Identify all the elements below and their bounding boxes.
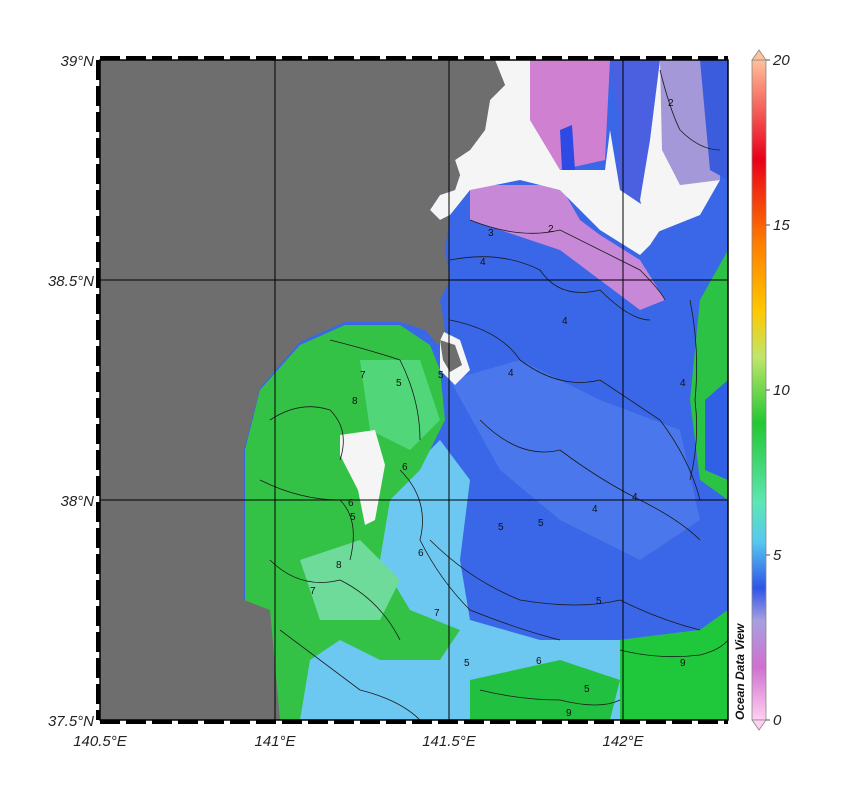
contour-label: 4 bbox=[592, 504, 598, 515]
land-cape-tip bbox=[440, 340, 462, 372]
contour-label: 4 bbox=[480, 257, 486, 268]
lon-labels: 140.5°E 141°E 141.5°E 142°E bbox=[73, 733, 644, 750]
colorbar-bottom-arrow bbox=[751, 719, 767, 731]
lon-label: 142°E bbox=[602, 733, 644, 750]
missing-data-bay bbox=[340, 430, 385, 525]
lat-label: 39°N bbox=[60, 53, 94, 70]
contour-label: 7 bbox=[434, 608, 440, 619]
colorbar-tick-label: 0 bbox=[773, 712, 782, 729]
lat-label: 38.5°N bbox=[48, 273, 94, 290]
lon-label: 140.5°E bbox=[73, 733, 128, 750]
lon-label: 141°E bbox=[254, 733, 296, 750]
lat-label: 37.5°N bbox=[48, 713, 94, 730]
land-mass bbox=[100, 60, 505, 720]
contour-label: 6 bbox=[348, 498, 354, 509]
contour-label: 4 bbox=[680, 378, 686, 389]
contour-label: 5 bbox=[596, 596, 602, 607]
south-green bbox=[470, 660, 620, 720]
colorbar: 20 15 10 5 0 bbox=[751, 49, 790, 731]
lat-labels: 39°N 38.5°N 38°N 37.5°N bbox=[48, 53, 94, 730]
colorbar-tick-label: 10 bbox=[773, 382, 790, 399]
lat-label: 38°N bbox=[60, 493, 94, 510]
contour-label: 6 bbox=[536, 656, 542, 667]
colorbar-tick-label: 15 bbox=[773, 217, 790, 234]
missing-data-north bbox=[430, 60, 660, 255]
contour-label: 9 bbox=[566, 708, 572, 719]
east-blue-pocket bbox=[705, 380, 728, 480]
colorbar-tick-label: 20 bbox=[772, 52, 790, 69]
grid-lines bbox=[100, 60, 728, 720]
contour-labels: 2 2 3 4 4 4 5 5 6 6 7 7 8 5 6 5 4 4 4 5 … bbox=[310, 98, 686, 719]
contour-label: 4 bbox=[632, 492, 638, 503]
land-coast-south bbox=[244, 600, 280, 720]
coastal-green-light bbox=[360, 360, 440, 450]
contour-label: 5 bbox=[498, 522, 504, 533]
contour-label: 6 bbox=[418, 548, 424, 559]
contour-label: 6 bbox=[402, 462, 408, 473]
blue-spot bbox=[560, 125, 575, 170]
contour-label: 5 bbox=[538, 518, 544, 529]
water-patch bbox=[450, 360, 700, 560]
contour-label: 7 bbox=[310, 586, 316, 597]
contour-label: 5 bbox=[464, 658, 470, 669]
band-pink bbox=[470, 185, 665, 310]
missing-data-ne bbox=[640, 60, 720, 235]
contour-label: 5 bbox=[396, 378, 402, 389]
contour-label: 7 bbox=[360, 370, 366, 381]
contour-label: 2 bbox=[668, 98, 674, 109]
colorbar-top-arrow bbox=[751, 49, 767, 61]
colorbar-ramp bbox=[751, 59, 767, 721]
contour-label: 5 bbox=[350, 512, 356, 523]
contour-label: 5 bbox=[584, 684, 590, 695]
southeast-green bbox=[620, 610, 728, 720]
map-field: 2 2 3 4 4 4 5 5 6 6 7 7 8 5 6 5 4 4 4 5 … bbox=[100, 60, 728, 720]
contour-lines bbox=[259, 69, 728, 720]
contour-label: 2 bbox=[548, 224, 554, 235]
north-pink bbox=[530, 60, 610, 170]
credit-label: Ocean Data View bbox=[733, 623, 747, 720]
contour-label: 4 bbox=[562, 316, 568, 327]
contour-label: 9 bbox=[680, 658, 686, 669]
contour-label: 8 bbox=[352, 396, 358, 407]
northeast-blue bbox=[700, 60, 728, 180]
contour-label: 8 bbox=[336, 560, 342, 571]
contour-label: 5 bbox=[438, 370, 444, 381]
lon-label: 141.5°E bbox=[422, 733, 477, 750]
contour-label: 3 bbox=[488, 228, 494, 239]
coastal-green-mint bbox=[300, 540, 400, 620]
contour-label: 4 bbox=[508, 368, 514, 379]
frame-ticks bbox=[96, 56, 728, 724]
colorbar-tick-label: 5 bbox=[773, 547, 782, 564]
